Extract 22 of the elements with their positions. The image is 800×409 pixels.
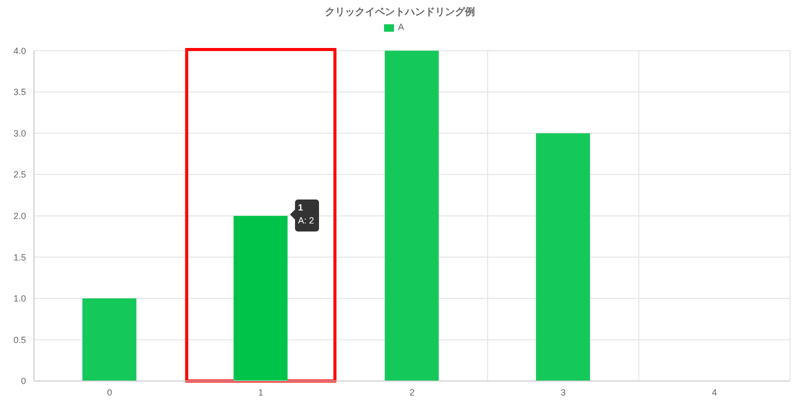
y-tick-label: 3.5	[13, 87, 26, 98]
y-tick-label: 1.0	[13, 294, 26, 304]
bar	[82, 298, 136, 381]
x-tick-label: 1	[258, 387, 264, 398]
x-tick-label: 3	[560, 387, 566, 398]
bar	[234, 216, 288, 381]
bar	[536, 133, 590, 381]
y-tick-label: 0.5	[13, 334, 26, 345]
legend-label: A	[398, 22, 404, 32]
y-tick-label: 3.0	[13, 128, 26, 138]
bar	[384, 50, 439, 381]
x-tick-label: 2	[409, 387, 415, 398]
chart-title: クリックイベントハンドリング例	[324, 6, 476, 19]
y-tick-label: 0	[20, 376, 26, 386]
y-tick-label: 2.0	[13, 211, 26, 222]
y-tick-label: 1.5	[13, 252, 26, 262]
annotation: A: 2	[298, 216, 314, 226]
y-tick-label: 4.0	[13, 46, 26, 56]
x-tick-label: 0	[107, 387, 112, 398]
y-tick-label: 2.5	[13, 170, 26, 180]
x-tick-label: 4	[712, 387, 717, 398]
annotation: 1	[298, 202, 304, 212]
